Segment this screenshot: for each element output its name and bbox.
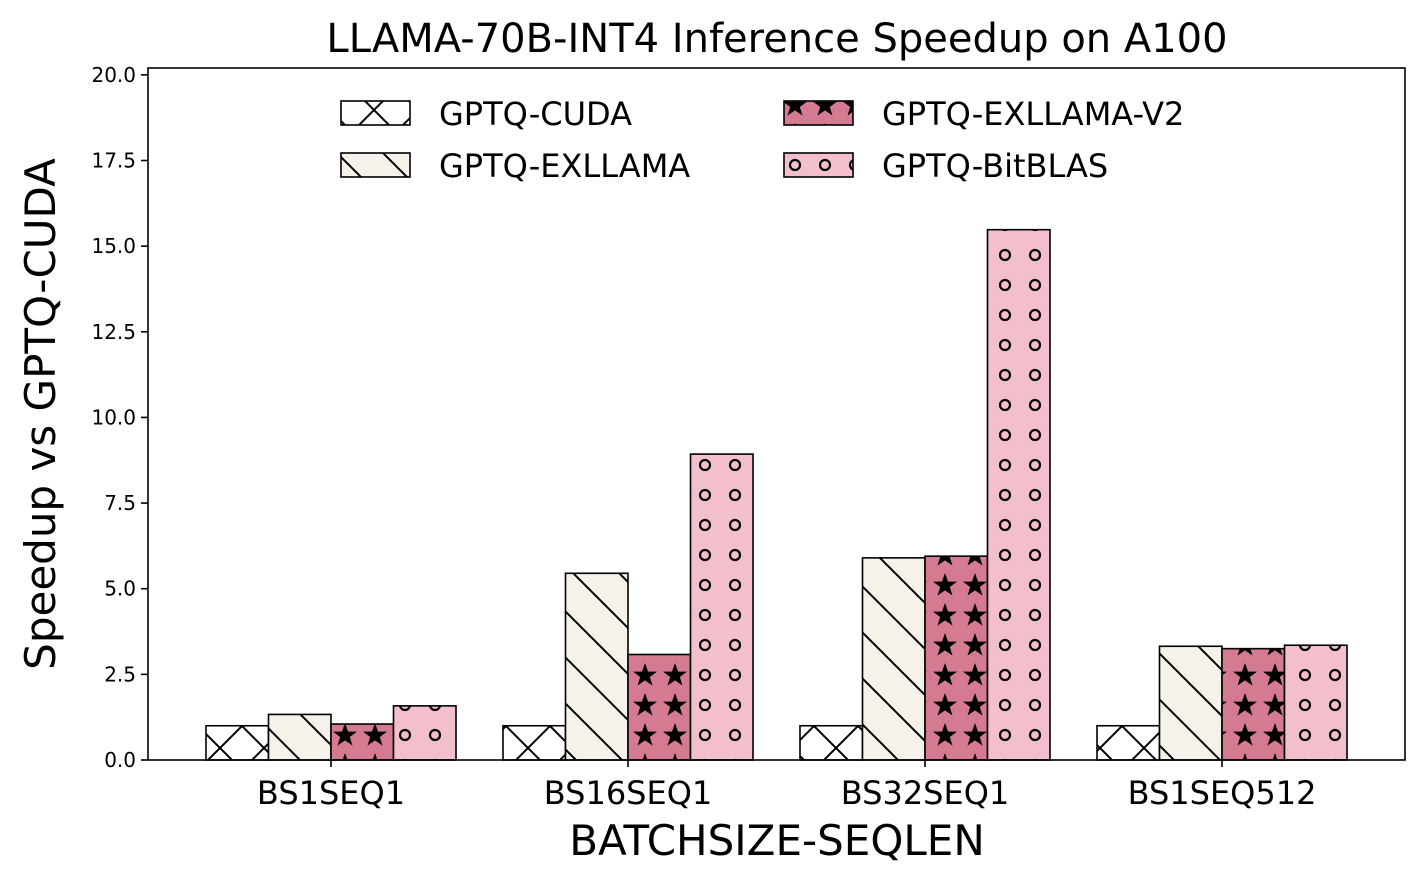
y-tick-label: 12.5 bbox=[91, 320, 136, 344]
y-tick-label: 17.5 bbox=[91, 148, 136, 172]
bar-hatch-gptq-bitblas-bs1seq512 bbox=[1283, 644, 1348, 761]
x-tick-label: BS1SEQ512 bbox=[1128, 774, 1317, 812]
bar-hatch-gptq-exllama-v2-bs16seq1 bbox=[627, 653, 692, 761]
bar-hatch-gptq-cuda-bs16seq1 bbox=[502, 724, 567, 761]
bar-hatch-gptq-cuda-bs1seq1 bbox=[205, 724, 270, 761]
y-tick-label: 5.0 bbox=[104, 577, 136, 601]
bar-hatch-gptq-bitblas-bs1seq1 bbox=[392, 705, 457, 761]
bar-hatch-gptq-exllama-bs16seq1 bbox=[564, 572, 629, 761]
bar-hatch-gptq-bitblas-bs16seq1 bbox=[689, 453, 754, 761]
legend-swatch-hatch-gptq-cuda bbox=[340, 100, 411, 126]
y-axis: 0.0 2.5 5.0 7.5 10.0 12.5 15.0 17.5 20.0 bbox=[91, 63, 148, 772]
x-axis-label: BATCHSIZE-SEQLEN bbox=[569, 816, 985, 865]
legend-label-gptq-cuda: GPTQ-CUDA bbox=[439, 95, 632, 133]
bar-hatch-gptq-bitblas-bs32seq1 bbox=[986, 228, 1051, 761]
legend-label-gptq-bitblas: GPTQ-BitBLAS bbox=[882, 147, 1108, 185]
legend-label-gptq-exllama-v2: GPTQ-EXLLAMA-V2 bbox=[882, 95, 1184, 133]
legend-swatch-hatch-gptq-exllama-v2 bbox=[783, 100, 854, 126]
legend-swatch-hatch-gptq-bitblas bbox=[783, 152, 854, 178]
y-tick-label: 7.5 bbox=[104, 491, 136, 515]
plot-frame bbox=[147, 67, 1406, 761]
y-tick-label: 2.5 bbox=[104, 662, 136, 686]
y-tick-label: 10.0 bbox=[91, 405, 136, 429]
bar-hatch-gptq-exllama-v2-bs32seq1 bbox=[924, 555, 989, 761]
bar-hatch-gptq-cuda-bs1seq512 bbox=[1096, 724, 1161, 761]
y-axis-label: Speedup vs GPTQ-CUDA bbox=[16, 158, 65, 670]
legend: GPTQ-CUDA GPTQ-EXLLAMA GPTQ-EXLLAMA-V2 GPTQ… bbox=[340, 95, 1184, 185]
x-axis: BS1SEQ1 BS16SEQ1 BS32SEQ1 BS1SEQ512 bbox=[257, 760, 1317, 812]
x-tick-label: BS1SEQ1 bbox=[257, 774, 405, 812]
y-tick-label: 20.0 bbox=[91, 63, 136, 87]
x-tick-label: BS32SEQ1 bbox=[841, 774, 1010, 812]
bars-group bbox=[205, 228, 1348, 761]
chart-title: LLAMA-70B-INT4 Inference Speedup on A100 bbox=[326, 16, 1227, 62]
x-tick-label: BS16SEQ1 bbox=[544, 774, 713, 812]
bar-hatch-gptq-exllama-v2-bs1seq512 bbox=[1221, 647, 1286, 761]
bar-hatch-gptq-cuda-bs32seq1 bbox=[799, 724, 864, 761]
y-tick-label: 0.0 bbox=[104, 748, 136, 772]
bar-hatch-gptq-exllama-v2-bs1seq1 bbox=[330, 723, 395, 761]
legend-label-gptq-exllama: GPTQ-EXLLAMA bbox=[439, 147, 690, 185]
bar-hatch-gptq-exllama-bs1seq1 bbox=[267, 713, 332, 761]
legend-swatch-hatch-gptq-exllama bbox=[340, 152, 411, 178]
bar-hatch-gptq-exllama-bs1seq512 bbox=[1158, 645, 1223, 761]
y-tick-label: 15.0 bbox=[91, 234, 136, 258]
bar-hatch-gptq-exllama-bs32seq1 bbox=[861, 557, 926, 761]
